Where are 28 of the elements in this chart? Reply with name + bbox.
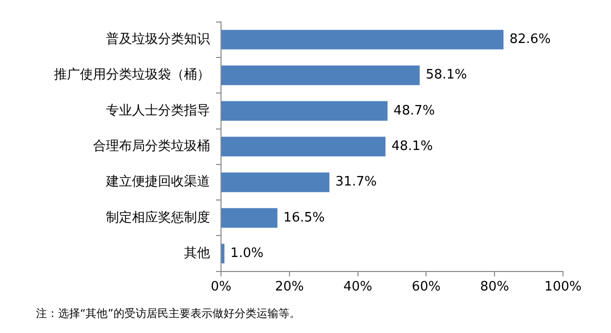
bar: [222, 101, 388, 121]
x-tick-label: 60%: [412, 280, 441, 295]
bar: [222, 208, 278, 228]
y-tick-label: 制定相应奖惩制度: [106, 209, 210, 226]
x-tick-label: 80%: [480, 280, 510, 295]
data-label: 48.7%: [394, 103, 435, 118]
bar: [222, 244, 224, 264]
bar: [222, 30, 504, 50]
data-label: 1.0%: [230, 246, 264, 261]
data-label: 16.5%: [283, 210, 325, 226]
data-label: 48.1%: [392, 138, 433, 154]
y-tick-label: 普及垃圾分类知识: [106, 31, 210, 48]
data-label: 82.6%: [509, 32, 551, 48]
bar: [222, 172, 330, 192]
data-label: 58.1%: [426, 68, 468, 83]
x-tick-label: 0%: [210, 280, 232, 295]
bar: [222, 65, 420, 86]
y-tick-label: 建立便捷回收渠道: [105, 174, 210, 190]
data-label: 31.7%: [335, 174, 377, 190]
y-tick-label: 其他: [184, 246, 210, 261]
text: 注：选择“其他”的受访居民主要表示做好分类运输等。: [36, 306, 302, 321]
x-tick-label: 20%: [274, 280, 304, 295]
bar: [222, 136, 386, 156]
x-tick-label: 100%: [544, 280, 582, 295]
y-tick-label: 推广使用分类垃圾袋（桶）: [54, 68, 210, 83]
y-tick-label: 合理布局分类垃圾桶: [93, 138, 210, 154]
y-tick-label: 专业人士分类指导: [106, 103, 210, 118]
x-tick-label: 40%: [343, 280, 372, 295]
